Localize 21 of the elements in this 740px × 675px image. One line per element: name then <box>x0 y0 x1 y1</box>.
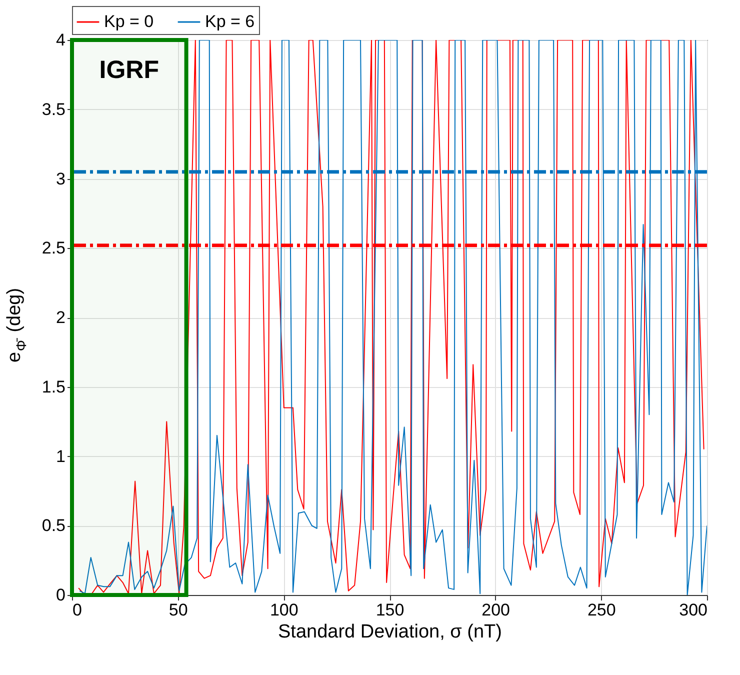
x-tick-label: 150 <box>376 600 404 620</box>
y-tick-label: 3.5 <box>42 100 66 119</box>
y-tick-label: 3 <box>56 169 66 188</box>
x-tick-label: 200 <box>482 600 510 620</box>
x-axis-title: Standard Deviation, σ (nT) <box>278 622 502 642</box>
y-tick-label: 2.5 <box>42 238 66 258</box>
x-tick-label: 50 <box>168 600 188 620</box>
y-tick-label: 4 <box>56 30 66 50</box>
x-tick-label: 0 <box>72 600 82 620</box>
band-label: IGRF <box>99 56 160 84</box>
x-tick-label: 300 <box>679 600 708 620</box>
y-axis-title: eΦ̄ (deg) <box>4 288 29 362</box>
x-tick-label: 100 <box>270 600 298 620</box>
y-tick-label: 0.5 <box>42 516 66 536</box>
legend-label: Kp = 0 <box>104 12 154 31</box>
y-tick-label: 1.5 <box>42 377 66 396</box>
y-tick-label: 2 <box>56 308 66 327</box>
y-tick-label: 1 <box>56 446 66 466</box>
x-tick-label: 250 <box>587 600 616 620</box>
legend-label: Kp = 6 <box>205 12 255 31</box>
y-tick-label: 0 <box>56 586 66 604</box>
